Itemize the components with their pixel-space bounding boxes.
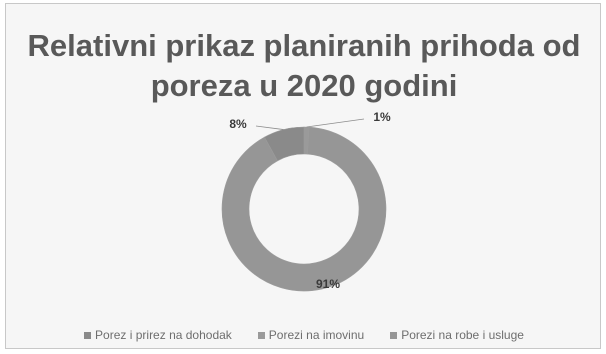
legend-label-2: Porezi na imovinu bbox=[268, 328, 365, 342]
donut-slice-3 bbox=[221, 126, 387, 292]
legend-item-3: Porezi na robe i usluge bbox=[390, 328, 524, 342]
data-label-2: 1% bbox=[373, 110, 391, 124]
legend-swatch-2 bbox=[257, 331, 265, 339]
chart-frame: Relativni prikaz planiranih prihoda od p… bbox=[5, 3, 601, 349]
chart-legend: Porez i prirez na dohodak Porezi na imov… bbox=[6, 328, 602, 342]
donut-chart: 8% 1% 91% bbox=[221, 110, 391, 292]
legend-item-2: Porezi na imovinu bbox=[257, 328, 365, 342]
chart-title-line-2: poreza u 2020 godini bbox=[150, 68, 458, 103]
legend-label-1: Porez i prirez na dohodak bbox=[95, 328, 232, 342]
leader-line-1 bbox=[255, 125, 284, 130]
chart-title: Relativni prikaz planiranih prihoda od p… bbox=[6, 26, 602, 106]
chart-title-line-1: Relativni prikaz planiranih prihoda od bbox=[27, 28, 581, 63]
leader-line-2 bbox=[306, 118, 365, 128]
legend-swatch-1 bbox=[84, 331, 92, 339]
donut-slice-1 bbox=[264, 126, 305, 162]
legend-item-1: Porez i prirez na dohodak bbox=[84, 328, 232, 342]
data-label-1: 8% bbox=[229, 117, 247, 131]
data-label-3: 91% bbox=[316, 277, 340, 291]
legend-label-3: Porezi na robe i usluge bbox=[401, 328, 524, 342]
legend-swatch-3 bbox=[390, 331, 398, 339]
